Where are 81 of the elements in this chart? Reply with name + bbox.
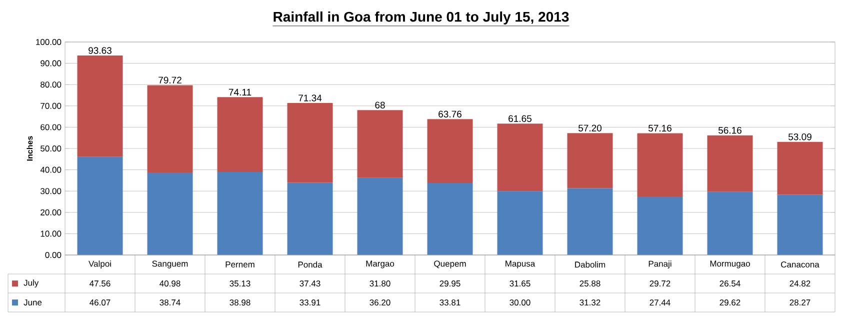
- legend-label: July: [24, 280, 39, 288]
- data-label: 40.98: [160, 280, 180, 286]
- x-tick-label: Quepem: [434, 260, 466, 268]
- y-tick-label: 80.00: [40, 82, 62, 88]
- data-label: 46.07: [90, 299, 110, 306]
- legend-label: June: [24, 300, 42, 306]
- data-label: 29.62: [720, 299, 740, 306]
- data-label: 27.44: [650, 300, 670, 306]
- total-label: 61.65: [508, 115, 532, 122]
- bar: [637, 133, 683, 197]
- y-tick-label: 30.00: [40, 188, 62, 194]
- total-label: 57.20: [578, 124, 602, 132]
- x-tick-label: Ponda: [298, 261, 322, 268]
- y-tick-label: 70.00: [40, 102, 62, 109]
- bar: [777, 194, 823, 255]
- bar: [287, 103, 333, 183]
- data-label: 30.00: [510, 299, 530, 306]
- total-label: 71.34: [298, 94, 322, 102]
- data-label: 31.32: [580, 299, 600, 306]
- data-label: 24.82: [790, 280, 810, 286]
- bar: [427, 119, 473, 183]
- data-label: 33.91: [300, 299, 320, 306]
- y-axis-title: Inches: [26, 136, 33, 161]
- x-tick-label: Pernem: [226, 262, 254, 268]
- data-label: 47.56: [90, 280, 110, 286]
- total-label: 53.09: [788, 133, 812, 140]
- bar: [287, 182, 333, 255]
- total-label: 57.16: [648, 124, 672, 132]
- bar: [567, 133, 613, 188]
- total-label: 79.72: [158, 76, 182, 84]
- total-label: 63.76: [438, 110, 462, 118]
- data-label: 38.74: [160, 299, 180, 306]
- bar: [147, 172, 193, 255]
- data-label: 28.27: [790, 299, 810, 306]
- x-tick-label: Mormugao: [710, 260, 750, 268]
- data-label: 33.81: [440, 299, 460, 306]
- bar: [707, 135, 753, 192]
- bar: [777, 142, 823, 195]
- bar: [77, 56, 123, 157]
- y-tick-label: 40.00: [40, 166, 62, 173]
- bar: [147, 85, 193, 172]
- data-label: 38.98: [230, 299, 250, 306]
- data-label: 35.13: [230, 280, 250, 286]
- x-tick-label: Canacona: [781, 261, 820, 268]
- data-label: 29.72: [650, 280, 670, 286]
- total-label: 56.16: [718, 126, 742, 134]
- x-tick-label: Dabolim: [575, 261, 606, 268]
- chart-title: Rainfall in Goa from June 01 to July 15, 2013: [274, 11, 569, 25]
- bar: [497, 124, 543, 192]
- bar: [357, 178, 403, 255]
- x-tick-label: Panaji: [648, 260, 672, 268]
- y-tick-label: 0.00: [45, 252, 62, 258]
- data-label: 29.95: [440, 280, 460, 286]
- total-label: 93.63: [88, 47, 112, 54]
- bar: [217, 97, 263, 172]
- x-tick-label: Valpoi: [88, 260, 111, 268]
- bar: [637, 196, 683, 255]
- data-label: 36.20: [370, 299, 390, 306]
- total-label: 68: [375, 102, 385, 108]
- data-label: 26.54: [720, 280, 740, 286]
- data-label: 37.43: [300, 280, 320, 286]
- bar: [567, 188, 613, 255]
- bar: [217, 172, 263, 255]
- data-label: 31.65: [510, 280, 530, 286]
- y-tick-label: 100.00: [36, 38, 62, 45]
- bar: [357, 110, 403, 178]
- bar: [497, 191, 543, 255]
- data-label: 31.80: [370, 280, 390, 286]
- y-tick-label: 10.00: [40, 230, 62, 237]
- total-label: 74.11: [228, 88, 252, 96]
- y-tick-label: 60.00: [40, 124, 62, 130]
- y-tick-label: 50.00: [40, 145, 62, 152]
- x-tick-label: Sanguem: [152, 260, 188, 268]
- y-tick-label: 20.00: [40, 209, 62, 216]
- y-tick-label: 90.00: [40, 60, 62, 66]
- data-label: 25.88: [580, 280, 600, 286]
- bar: [77, 156, 123, 255]
- x-tick-label: Margao: [366, 260, 394, 268]
- bar: [427, 182, 473, 255]
- bar: [707, 192, 753, 255]
- x-tick-label: Mapusa: [506, 260, 536, 268]
